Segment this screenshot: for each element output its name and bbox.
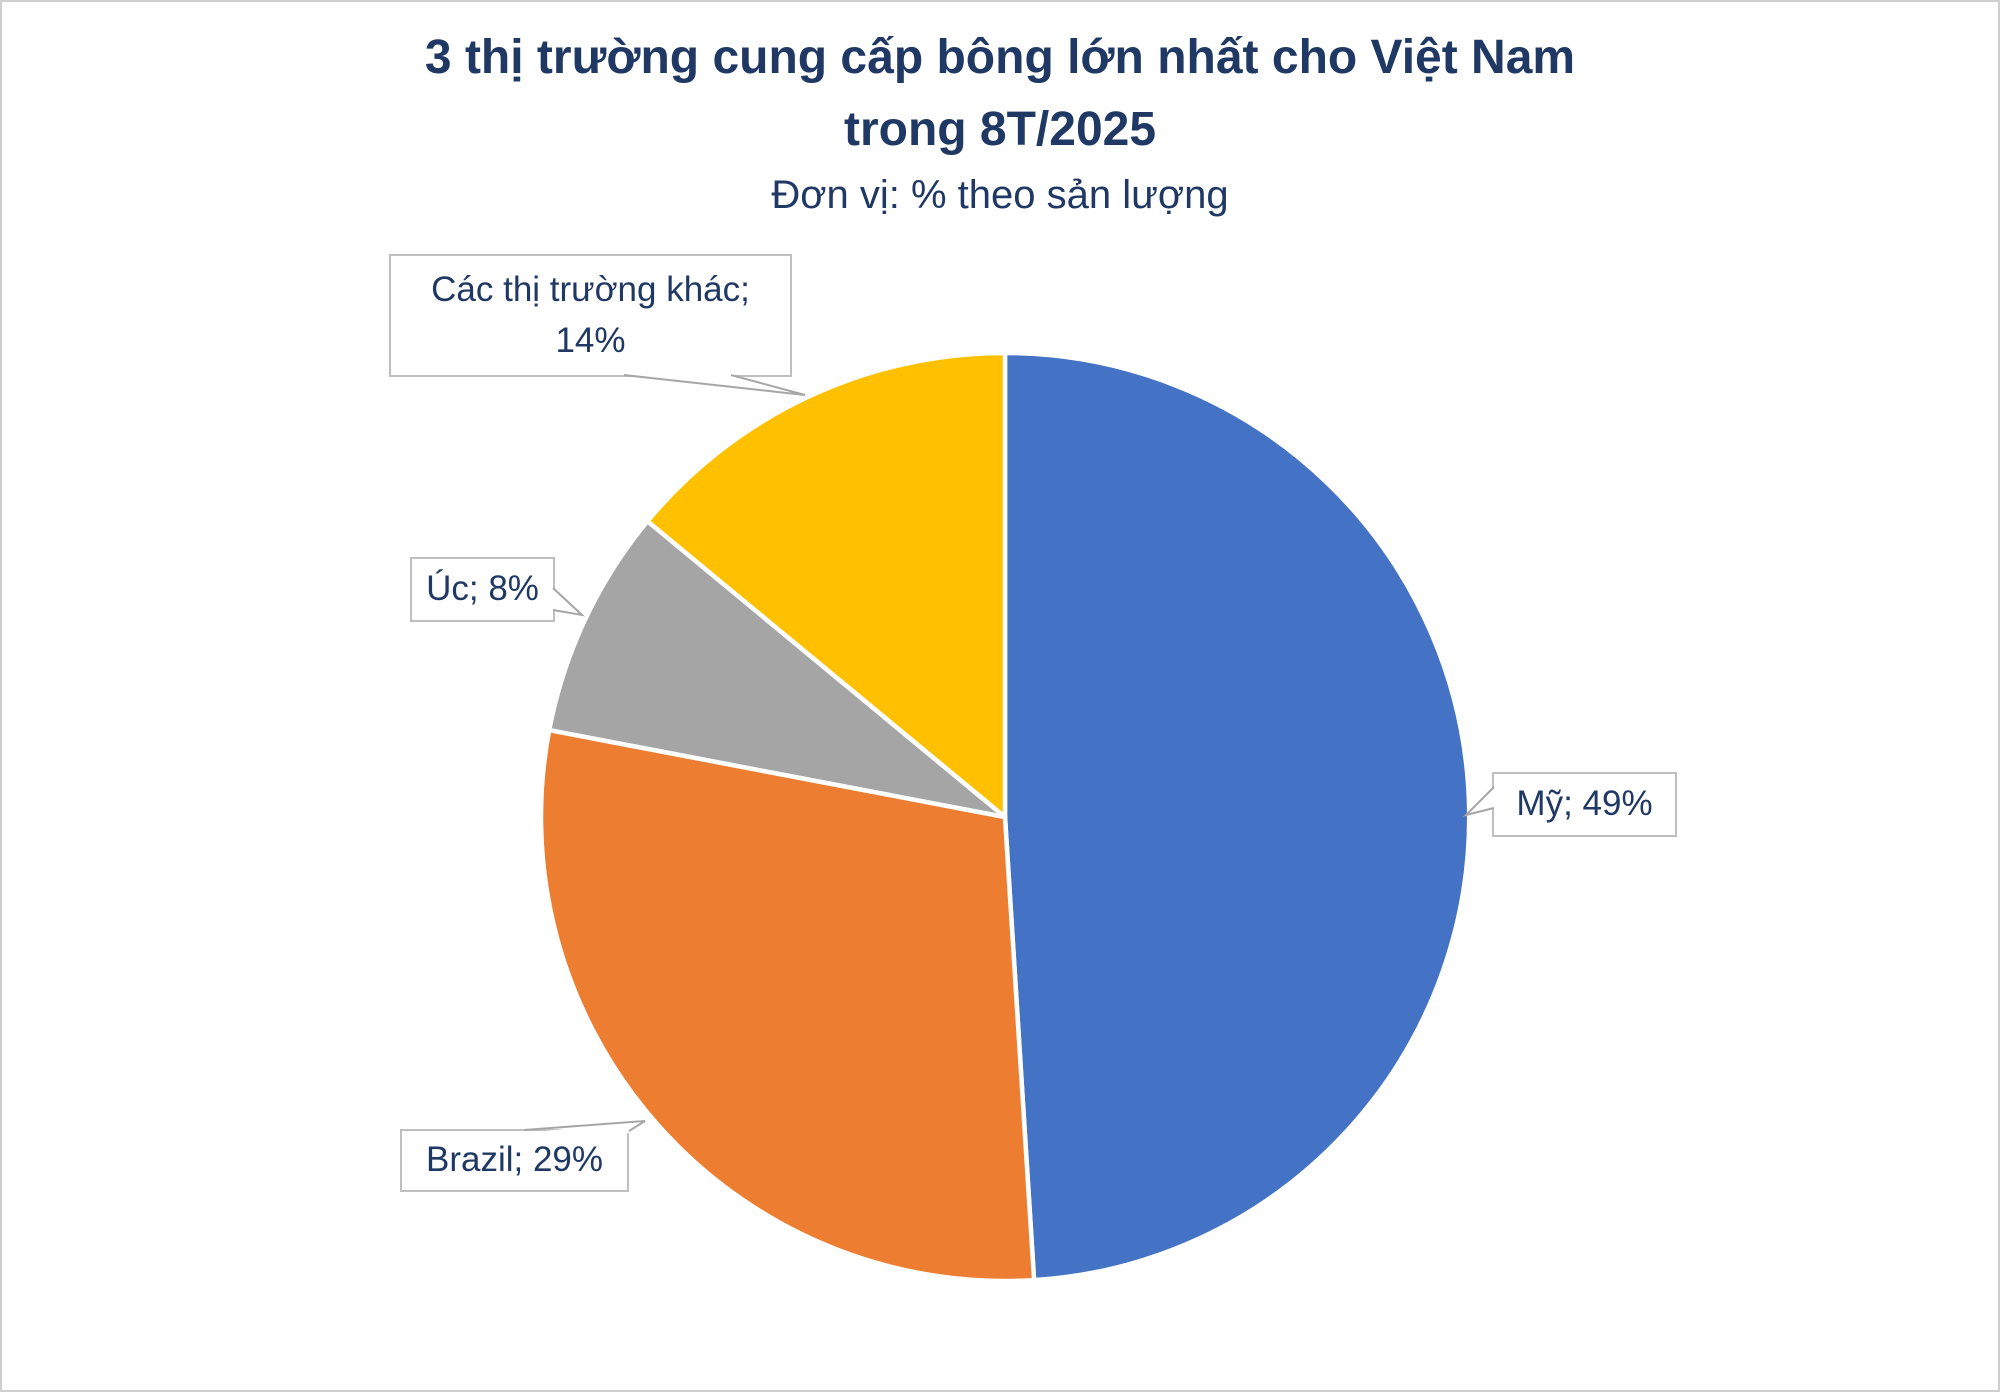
callout-pointer-australia <box>552 587 586 617</box>
callout-label-australia-text: Úc; 8% <box>426 569 539 609</box>
callout-label-brazil: Brazil; 29% <box>400 1129 629 1192</box>
callout-label-other-markets-text: Các thị trường khác; <box>431 269 750 309</box>
pie-slice-my <box>1002 350 1472 1283</box>
callout-label-usa-text: Mỹ; 49% <box>1516 784 1653 824</box>
chart-title-line-1: 3 thị trường cung cấp bông lớn nhất cho … <box>424 31 1576 84</box>
chart-title-line-2: trong 8T/2025 <box>843 103 1157 156</box>
pie-slice-brazil <box>538 727 1037 1284</box>
pie-slice-uc <box>546 518 1008 820</box>
callout-pointer-other-markets <box>623 374 806 396</box>
callout-label-other-markets-value: 14% <box>555 320 626 360</box>
chart-subtitle: Đơn vị: % theo sản lượng <box>771 173 1229 217</box>
chart-header: 3 thị trường cung cấp bông lớn nhất cho … <box>2 22 1998 224</box>
callout-label-other-markets: Các thị trường khác; 14% <box>389 254 792 377</box>
pie-slice-khac <box>645 350 1008 820</box>
callout-pointer-usa <box>1462 786 1495 817</box>
callout-label-brazil-text: Brazil; 29% <box>425 1140 604 1180</box>
callout-label-australia: Úc; 8% <box>410 557 555 622</box>
callout-label-usa: Mỹ; 49% <box>1492 772 1677 837</box>
